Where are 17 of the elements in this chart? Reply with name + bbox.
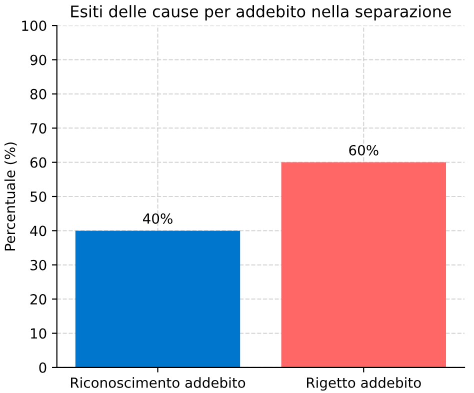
y-tick-label: 0 [39,362,46,373]
y-tick-label: 70 [30,123,46,134]
chart-title: Esiti delle cause per addebito nella separazione [71,5,451,21]
y-tick-label: 80 [30,88,46,100]
y-tick-label: 90 [30,54,46,66]
y-tick-label: 40 [30,226,46,236]
data-label: 60% [349,144,378,156]
y-axis-title: Percentuale (%) [4,142,17,250]
y-tick-label: 100 [22,20,46,32]
y-tick-label: 30 [30,260,46,270]
y-tick-label: 10 [31,328,46,339]
y-tick-label: 50 [30,191,46,202]
data-label: 40% [143,213,172,224]
y-tick-label: 60 [30,157,46,168]
x-tick-label: Rigetto addebito [307,377,421,391]
y-tick-label: 20 [30,294,46,305]
x-tick-label: Riconoscimento addebito [71,377,246,388]
